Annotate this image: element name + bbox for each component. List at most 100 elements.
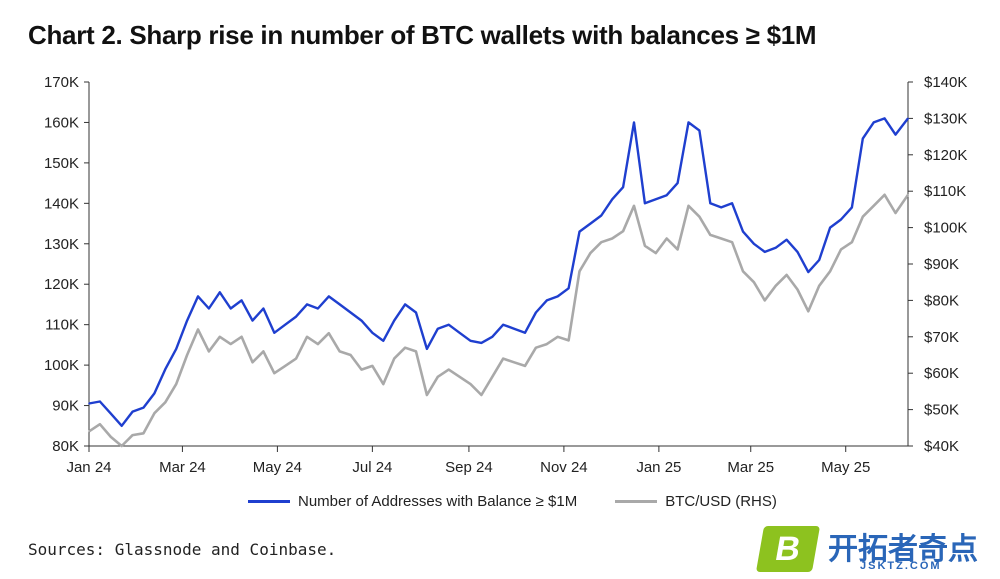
y-right-tick-label: $60K bbox=[924, 365, 959, 382]
y-right-tick-label: $120K bbox=[924, 147, 967, 164]
data-point-btc bbox=[709, 234, 712, 236]
data-point-btc bbox=[437, 376, 439, 378]
data-point-btc bbox=[382, 383, 385, 385]
data-point-addresses bbox=[589, 222, 592, 225]
source-note: Sources: Glassnode and Coinbase. bbox=[28, 540, 337, 559]
data-point-btc bbox=[698, 215, 701, 218]
y-right-tick-label: $40K bbox=[924, 438, 959, 455]
watermark-badge: B bbox=[755, 526, 821, 572]
y-left-tick-label: 130K bbox=[44, 236, 79, 253]
y-left-tick-label: 120K bbox=[44, 276, 79, 293]
data-point-btc bbox=[164, 401, 167, 404]
chart-tick-labels: 80K 90K 100K 110K 120K 130K 140K 150K 160K 170K $4… bbox=[44, 74, 967, 476]
x-tick-label: Mar 24 bbox=[159, 459, 206, 476]
data-point-btc bbox=[284, 365, 287, 367]
data-point-btc bbox=[665, 237, 668, 240]
data-point-addresses bbox=[764, 251, 766, 253]
y-right-tick-label: $140K bbox=[924, 74, 967, 91]
data-point-btc bbox=[513, 361, 515, 364]
data-point-addresses bbox=[317, 307, 319, 310]
data-point-btc bbox=[840, 248, 842, 251]
x-tick-label: Sep 24 bbox=[445, 459, 493, 476]
y-right-tick-label: $100K bbox=[924, 220, 967, 237]
data-point-btc bbox=[273, 372, 276, 375]
data-point-btc bbox=[807, 310, 810, 313]
x-tick-label: Jul 24 bbox=[352, 459, 392, 476]
y-left-tick-label: 160K bbox=[44, 114, 79, 131]
data-point-btc bbox=[862, 215, 864, 218]
data-point-btc bbox=[611, 237, 613, 240]
data-point-addresses bbox=[240, 299, 243, 302]
data-point-btc bbox=[317, 343, 319, 345]
data-point-addresses bbox=[720, 206, 722, 209]
data-point-btc bbox=[546, 343, 548, 345]
data-point-btc bbox=[480, 394, 483, 396]
data-point-addresses bbox=[404, 303, 406, 306]
x-tick-label: Nov 24 bbox=[540, 459, 588, 476]
data-point-btc bbox=[153, 412, 156, 415]
data-point-addresses bbox=[99, 400, 101, 403]
data-point-addresses bbox=[88, 402, 90, 405]
y-right-tick-label: $70K bbox=[924, 329, 959, 346]
data-point-addresses bbox=[687, 121, 690, 124]
data-point-addresses bbox=[437, 327, 439, 330]
chart-series bbox=[88, 117, 910, 448]
data-point-addresses bbox=[371, 332, 374, 334]
data-point-btc bbox=[720, 237, 722, 240]
legend-item-btc: BTC/USD (RHS) bbox=[615, 493, 777, 510]
y-left-tick-label: 140K bbox=[44, 195, 79, 212]
data-point-addresses bbox=[524, 332, 526, 334]
data-point-addresses bbox=[840, 218, 842, 221]
chart-legend: Number of Addresses with Balance ≥ $1M B… bbox=[248, 493, 815, 510]
data-point-btc bbox=[655, 252, 657, 254]
data-point-addresses bbox=[829, 226, 831, 229]
x-tick-label: May 24 bbox=[253, 459, 302, 476]
data-point-addresses bbox=[633, 121, 635, 124]
data-point-btc bbox=[219, 336, 221, 338]
data-point-btc bbox=[676, 248, 679, 251]
data-point-btc bbox=[338, 350, 341, 353]
data-point-btc bbox=[229, 343, 232, 345]
data-point-addresses bbox=[110, 412, 112, 415]
data-point-addresses bbox=[175, 348, 177, 350]
data-point-addresses bbox=[295, 315, 297, 318]
data-point-addresses bbox=[328, 295, 330, 298]
data-point-addresses bbox=[894, 133, 897, 136]
data-point-addresses bbox=[907, 117, 909, 120]
x-tick-label: Jan 25 bbox=[636, 459, 681, 476]
data-point-addresses bbox=[426, 348, 428, 350]
data-point-btc bbox=[393, 357, 396, 360]
data-point-btc bbox=[774, 285, 777, 287]
data-point-addresses bbox=[349, 311, 352, 314]
data-point-btc bbox=[764, 299, 766, 302]
data-point-addresses bbox=[208, 307, 210, 310]
data-point-addresses bbox=[120, 425, 123, 427]
data-point-addresses bbox=[458, 332, 461, 334]
data-point-addresses bbox=[872, 121, 875, 124]
data-point-addresses bbox=[753, 243, 755, 245]
data-point-btc bbox=[589, 252, 592, 254]
data-point-btc bbox=[578, 270, 581, 273]
data-point-btc bbox=[894, 212, 897, 214]
legend-label-btc: BTC/USD (RHS) bbox=[665, 493, 777, 510]
data-point-addresses bbox=[578, 230, 581, 233]
data-point-addresses bbox=[546, 299, 548, 302]
y-left-tick-label: 80K bbox=[52, 438, 79, 455]
data-point-addresses bbox=[229, 307, 232, 310]
series-line-btc bbox=[88, 193, 910, 448]
data-point-addresses bbox=[491, 336, 494, 338]
data-point-btc bbox=[731, 241, 733, 243]
data-point-btc bbox=[567, 339, 570, 342]
data-point-btc bbox=[175, 383, 177, 385]
watermark-url: JSKTZ.COM bbox=[860, 560, 942, 572]
data-point-addresses bbox=[480, 342, 483, 344]
data-point-addresses bbox=[862, 137, 864, 140]
data-point-addresses bbox=[306, 303, 308, 306]
data-point-addresses bbox=[535, 311, 537, 314]
data-point-addresses bbox=[164, 368, 167, 371]
data-point-btc bbox=[556, 336, 559, 338]
data-point-btc bbox=[262, 350, 265, 353]
data-point-addresses bbox=[393, 319, 396, 322]
data-point-addresses bbox=[742, 230, 744, 233]
